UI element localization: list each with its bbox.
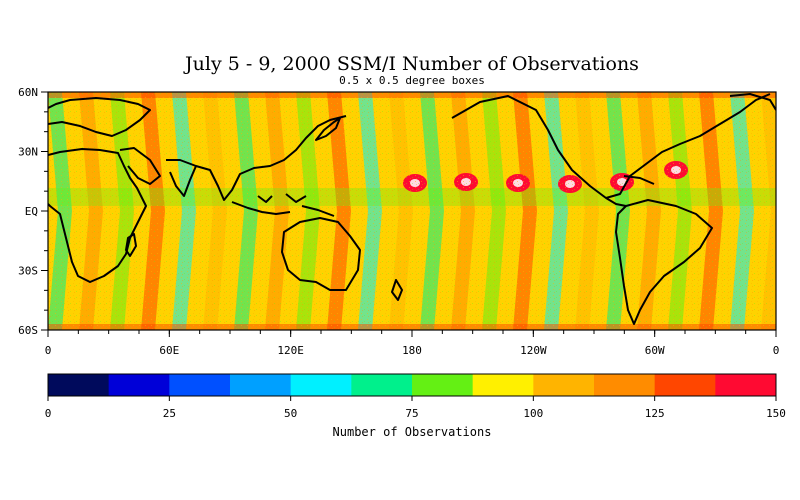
colorbar-cell (169, 374, 231, 396)
colorbar-cell (412, 374, 474, 396)
swath-band (0, 92, 10, 211)
colorbar-cells (48, 374, 777, 396)
colorbar-tick-label: 25 (163, 407, 176, 420)
longitude-tick-label: 120E (277, 344, 304, 357)
swath-band (792, 211, 800, 330)
longitude-tick-label: 0 (773, 344, 780, 357)
colorbar-cell (108, 374, 170, 396)
longitude-tick-label: 60W (645, 344, 665, 357)
colorbar-ticks: 0 25 50 75 100 125 150 (45, 396, 786, 420)
coastline-europe (48, 97, 151, 137)
colorbar-tick-label: 150 (766, 407, 786, 420)
coastline-new-zealand (391, 279, 403, 301)
coastline-greenland (729, 93, 776, 111)
coastline-central-america (605, 175, 655, 207)
swath-band (0, 211, 10, 330)
longitude-tick-label: 60E (159, 344, 179, 357)
latitude-tick-label: 60S (18, 324, 38, 337)
colorbar-tick-label: 100 (523, 407, 543, 420)
coastline-madagascar (125, 233, 137, 257)
coastline-east-asia (195, 115, 347, 201)
colorbar-cell (48, 374, 110, 396)
longitude-tick-label: 0 (45, 344, 52, 357)
latitude-axis: 60N 30N EQ 30S 60S (18, 86, 48, 337)
coastline-india (166, 159, 197, 197)
colorbar-cell (472, 374, 534, 396)
coastline-north-america (451, 93, 771, 199)
colorbar-cell (230, 374, 292, 396)
map-subtitle: 0.5 x 0.5 degree boxes (339, 74, 485, 87)
longitude-axis: 0 60E 120E 180 120W 60W 0 (45, 330, 780, 357)
map-title: July 5 - 9, 2000 SSM/I Number of Observa… (183, 53, 639, 75)
colorbar-tick-label: 0 (45, 407, 52, 420)
colorbar-tick-label: 75 (405, 407, 418, 420)
colorbar-tick-label: 125 (645, 407, 665, 420)
colorbar-cell (715, 374, 777, 396)
swath-band (792, 92, 800, 211)
colorbar-cell (290, 374, 352, 396)
coastlines (48, 93, 776, 325)
longitude-tick-label: 180 (402, 344, 422, 357)
colorbar-cell (654, 374, 716, 396)
coastline-south-america (615, 199, 713, 325)
latitude-tick-label: 60N (18, 86, 38, 99)
colorbar-cell (351, 374, 413, 396)
coastline-japan (315, 117, 341, 141)
colorbar: 0 25 50 75 100 125 150 Number of Observations (45, 373, 786, 439)
colorbar-cell (533, 374, 595, 396)
coastline-africa (48, 148, 147, 283)
colorbar-cell (594, 374, 656, 396)
latitude-tick-label: 30S (18, 265, 38, 278)
coastline-australia (281, 217, 361, 291)
latitude-tick-label: 30N (18, 146, 38, 159)
coastline-indonesia (231, 193, 335, 217)
colorbar-label: Number of Observations (333, 425, 492, 439)
latitude-tick-label: EQ (25, 205, 38, 218)
coastline-arabia (119, 147, 161, 185)
longitude-tick-label: 120W (520, 344, 547, 357)
colorbar-tick-label: 50 (284, 407, 297, 420)
map-panel: 0 60E 120E 180 120W 60W 0 60N 30N EQ 30S 60S (0, 86, 800, 357)
